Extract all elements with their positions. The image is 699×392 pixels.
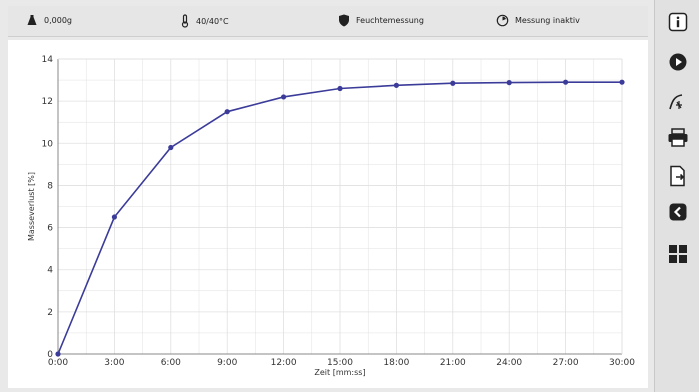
thermometer-icon	[181, 14, 189, 28]
x-axis-label: Zeit [mm:ss]	[314, 368, 365, 377]
start-button[interactable]	[655, 46, 699, 78]
x-tick-label: 0:00	[48, 358, 68, 368]
printer-icon	[668, 128, 687, 147]
y-tick-label: 8	[47, 181, 53, 191]
x-tick-label: 18:00	[383, 358, 409, 368]
export-button[interactable]	[655, 160, 699, 192]
data-point	[506, 80, 512, 86]
y-tick-label: 0	[47, 350, 53, 360]
weight-status: 0,000g	[26, 14, 72, 26]
info-button[interactable]	[655, 6, 699, 38]
play-icon	[669, 53, 686, 71]
grid	[57, 58, 623, 355]
sidebar	[654, 0, 699, 392]
data-point	[337, 85, 343, 92]
data-point	[111, 214, 117, 220]
grid-icon	[668, 245, 687, 263]
y-axis-label: Masseverlust [%]	[27, 172, 36, 241]
overview-button[interactable]	[655, 238, 699, 270]
print-button[interactable]	[655, 122, 699, 154]
back-icon	[669, 203, 686, 221]
tick-labels: 0:00 3:00 6:00 9:00 12:00 15:00 18:00 21:00 24:0…	[42, 55, 636, 368]
shield-icon	[339, 14, 349, 27]
y-tick-label: 12	[42, 97, 53, 107]
data-point	[281, 94, 287, 100]
temperature-status: 40/40°C	[180, 14, 229, 28]
x-tick-label: 9:00	[217, 358, 237, 368]
data-point	[224, 109, 230, 115]
temperature-value: 40/40°C	[196, 16, 229, 26]
measurement-status: Messung inaktiv	[496, 14, 580, 27]
curve-icon	[668, 94, 682, 110]
x-tick-label: 21:00	[440, 358, 466, 368]
series	[55, 79, 625, 357]
x-tick-label: 3:00	[104, 358, 124, 368]
data-point	[619, 79, 625, 85]
curve-button[interactable]	[655, 86, 699, 118]
data-point	[168, 144, 174, 151]
y-tick-label: 10	[42, 139, 54, 149]
moisture-chart: 0:00 3:00 6:00 9:00 12:00 15:00 18:00 21:00 24:0…	[27, 55, 636, 377]
info-icon	[668, 12, 687, 32]
data-point	[450, 80, 456, 86]
y-tick-label: 6	[47, 224, 53, 234]
x-tick-label: 12:00	[271, 358, 297, 368]
weight-value: 0,000g	[44, 15, 72, 25]
mode-value: Feuchtemessung	[356, 16, 424, 25]
y-tick-label: 14	[42, 55, 54, 65]
data-point	[563, 79, 569, 85]
export-icon	[669, 165, 685, 187]
x-tick-label: 6:00	[161, 358, 181, 368]
stopwatch-icon	[496, 14, 509, 27]
data-point	[55, 351, 61, 357]
data-point	[393, 82, 399, 88]
chart-panel: 0:00 3:00 6:00 9:00 12:00 15:00 18:00 21:00 24:0…	[8, 40, 648, 388]
axes	[57, 58, 623, 355]
y-tick-label: 4	[47, 266, 53, 276]
x-tick-label: 27:00	[553, 358, 579, 368]
measurement-value: Messung inaktiv	[515, 16, 580, 25]
mode-status: Feuchtemessung	[338, 14, 424, 27]
x-tick-label: 30:00	[609, 358, 635, 368]
weight-icon	[27, 15, 37, 25]
x-tick-label: 24:00	[496, 358, 522, 368]
status-bar: 0,000g 40/40°C Feuchtemessung Messung in…	[8, 6, 648, 37]
back-button[interactable]	[655, 196, 699, 228]
x-tick-label: 15:00	[327, 358, 353, 368]
y-tick-label: 2	[47, 308, 53, 318]
